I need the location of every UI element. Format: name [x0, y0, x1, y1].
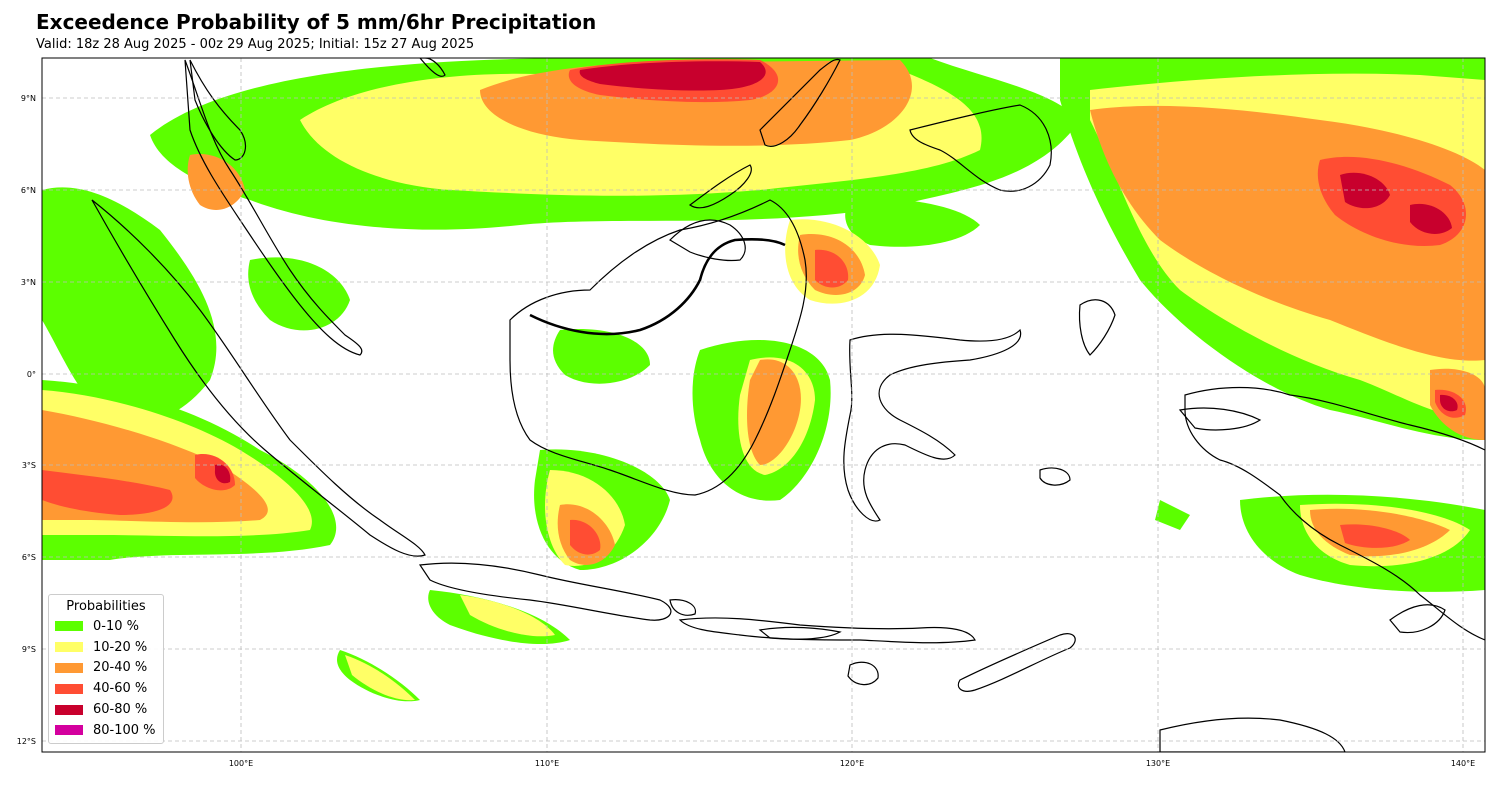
legend-label: 20-40 % — [93, 660, 148, 676]
graticule — [42, 58, 1485, 752]
legend-label: 10-20 % — [93, 639, 148, 655]
coast-timor — [957, 633, 1076, 692]
legend-item: 10-20 % — [55, 637, 157, 658]
coast-vietnam — [419, 58, 446, 77]
lon-tick-label: 110°E — [535, 759, 559, 768]
legend-label: 80-100 % — [93, 722, 156, 738]
field-darkred-east — [1340, 172, 1390, 209]
legend-title: Probabilities — [66, 599, 146, 614]
legend-label: 40-60 % — [93, 681, 148, 697]
field-darkred-east2 — [1410, 203, 1452, 234]
probability-fields — [42, 58, 1485, 702]
coast-kalimantan-border — [529, 237, 786, 336]
lon-tick-label: 120°E — [840, 759, 864, 768]
legend-item: 20-40 % — [55, 658, 157, 679]
legend-label: 0-10 % — [93, 618, 139, 634]
legend-swatch — [55, 662, 83, 673]
field-darkred-north — [579, 61, 766, 91]
lon-tick-label: 100°E — [229, 759, 253, 768]
lat-tick-label: 9°N — [21, 94, 36, 103]
coast-sulawesi — [843, 328, 1022, 522]
lat-tick-labels: 9°N 6°N 3°N 0° 3°S 6°S 9°S 12°S — [17, 94, 36, 746]
legend-swatch — [55, 725, 83, 736]
legend-swatch — [55, 642, 83, 653]
lat-tick-label: 3°N — [21, 278, 36, 287]
coast-seram — [1178, 407, 1262, 431]
lon-tick-labels: 100°E 110°E 120°E 130°E 140°E — [229, 759, 1475, 768]
legend-item: 0-10 % — [55, 616, 157, 637]
coast-malay-peninsula — [184, 59, 363, 356]
map-subtitle: Valid: 18z 28 Aug 2025 - 00z 29 Aug 2025… — [36, 37, 475, 52]
field-darkred-sumatra — [214, 464, 231, 484]
coast-java — [418, 562, 672, 621]
coast-australia — [1159, 717, 1346, 752]
legend-label: 60-80 % — [93, 702, 148, 718]
lat-tick-label: 12°S — [17, 737, 36, 746]
coast-borneo — [509, 199, 807, 496]
field-red-arafura — [1340, 524, 1410, 548]
lon-tick-label: 140°E — [1451, 759, 1475, 768]
coast-luzon-south — [759, 58, 841, 147]
legend-swatch — [55, 621, 83, 632]
field-red-celebes — [815, 249, 849, 288]
coast-buru — [1039, 467, 1071, 486]
lat-tick-label: 6°S — [22, 553, 36, 562]
coast-flores — [758, 626, 842, 640]
field-celebes-north — [845, 198, 980, 247]
field-orange-makassar — [747, 359, 801, 465]
coast-australia-east — [1389, 604, 1446, 634]
field-red-southwest — [42, 470, 173, 515]
coast-sabah — [669, 219, 746, 262]
coast-sumatra — [91, 199, 426, 557]
coast-mindanao — [909, 104, 1052, 192]
coast-new-guinea — [1184, 386, 1485, 641]
field-west-sumatra-sea — [42, 187, 217, 424]
field-darkred-se — [1440, 394, 1458, 412]
field-yellow-christmas — [345, 655, 415, 701]
coastlines — [91, 58, 1485, 752]
lat-tick-label: 6°N — [21, 186, 36, 195]
legend: Probabilities 0-10 % 10-20 % 20-40 % 40-… — [48, 594, 164, 744]
field-kalimantan-west — [553, 329, 650, 384]
coast-lesser-sunda — [678, 617, 976, 644]
coast-thailand-gulf — [189, 59, 247, 161]
legend-item: 60-80 % — [55, 699, 157, 720]
coast-halmahera — [1078, 299, 1116, 356]
field-banda — [1155, 500, 1190, 530]
lat-tick-label: 0° — [27, 370, 36, 379]
field-orange-malaya — [187, 154, 245, 210]
legend-item: 80-100 % — [55, 720, 157, 741]
coast-sumbawa — [847, 661, 879, 686]
lon-tick-label: 130°E — [1146, 759, 1170, 768]
lat-tick-label: 3°S — [22, 461, 36, 470]
field-red-javasea — [570, 519, 601, 555]
field-yellow-bali — [460, 595, 555, 637]
coast-bali-lombok — [669, 599, 696, 616]
legend-item: 40-60 % — [55, 678, 157, 699]
field-malay-sea — [248, 257, 350, 331]
map-title: Exceedence Probability of 5 mm/6hr Preci… — [36, 10, 597, 34]
legend-swatch — [55, 704, 83, 715]
coast-palawan — [688, 164, 752, 209]
map-frame — [41, 57, 1486, 753]
legend-swatch — [55, 683, 83, 694]
lat-tick-label: 9°S — [22, 645, 36, 654]
